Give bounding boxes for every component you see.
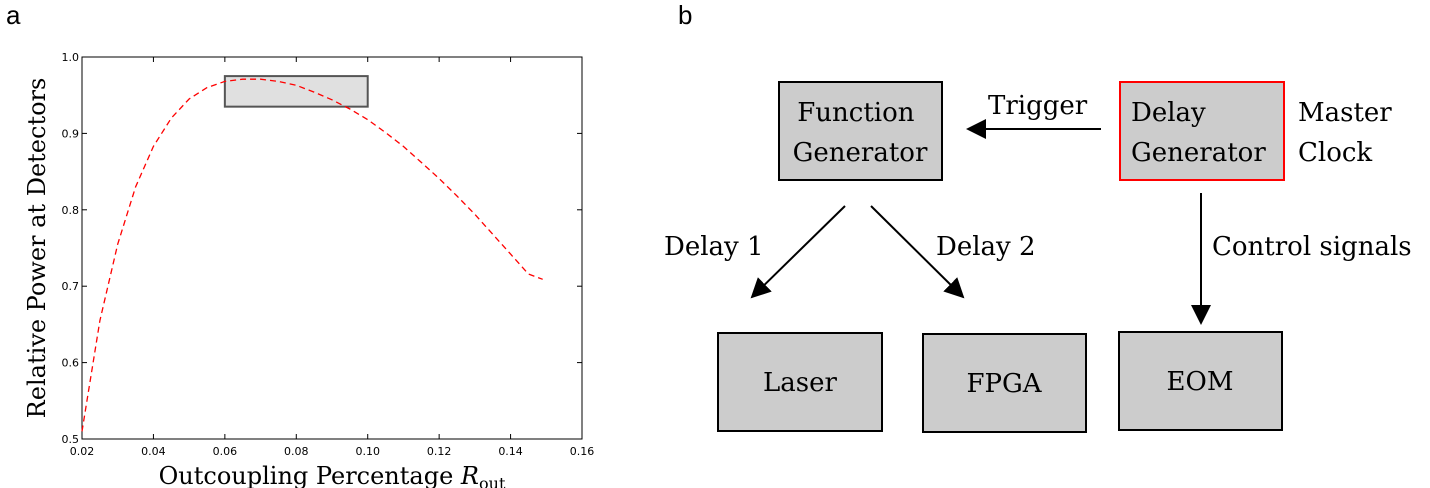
delay-generator-node: Delay Generator [1119, 81, 1285, 181]
y-tick-label: 0.6 [62, 357, 80, 370]
y-tick-label: 1.0 [62, 51, 80, 64]
x-tick-label: 0.04 [141, 445, 166, 458]
x-tick-label: 0.08 [284, 445, 309, 458]
delay2-label: Delay 2 [936, 232, 1036, 262]
timing-diagram: Function Generator Delay Generator Maste… [664, 81, 1412, 433]
x-tick-label: 0.12 [427, 445, 452, 458]
series-line [81, 78, 543, 432]
plot-area-frame [81, 56, 583, 440]
y-tick-label: 0.9 [62, 127, 80, 140]
function-generator-box [778, 81, 943, 181]
delay-generator-label-line1: Delay [1131, 98, 1206, 128]
eom-node: EOM [1118, 331, 1283, 431]
panel-letter-a: a [6, 0, 21, 30]
eom-box [1118, 331, 1283, 431]
x-tick-label: 0.16 [570, 445, 595, 458]
highlight-region [223, 75, 369, 108]
delay-generator-label-line2: Generator [1131, 138, 1266, 168]
x-axis-ticks: 0.02 0.04 0.06 0.08 0.10 0.12 0.14 0.16 [70, 57, 595, 458]
laser-label: Laser [763, 368, 837, 398]
master-clock-label: Master Clock [1298, 98, 1400, 168]
laser-box [717, 332, 883, 432]
x-axis-label-gap [453, 462, 461, 488]
delay1-label: Delay 1 [664, 232, 764, 262]
function-generator-label: Function Generator [793, 98, 928, 168]
master-clock-line1: Master [1298, 98, 1392, 128]
x-axis-label-text: Outcoupling Percentage [159, 462, 454, 488]
function-generator-node: Function Generator [778, 81, 943, 181]
x-tick-label: 0.14 [498, 445, 523, 458]
delay2-arrow [870, 205, 965, 299]
series-group [81, 78, 543, 432]
delay1-arrow [750, 205, 846, 299]
fpga-box [922, 333, 1087, 433]
x-tick-label: 0.10 [355, 445, 380, 458]
panel-letter-b: b [678, 0, 692, 30]
x-tick-label: 0.06 [213, 445, 238, 458]
outcoupling-chart: 0.50.60.70.80.91.0 0.02 0.04 0.06 0.08 0.10 0… [23, 51, 594, 488]
delay-generator-box [1119, 81, 1285, 181]
x-axis-label-var: R [460, 462, 479, 488]
x-tick-label: 0.02 [70, 445, 95, 458]
fpga-label: FPGA [966, 369, 1042, 399]
x-axis-label: Outcoupling Percentage Rout [159, 462, 506, 488]
fpga-node: FPGA [922, 333, 1087, 433]
function-generator-label-line1: Function [797, 98, 915, 128]
y-axis-ticks: 0.5 0.6 0.7 0.8 0.9 1.0 [62, 51, 582, 446]
delay-generator-label: Delay Generator [1131, 98, 1266, 168]
y-tick-label: 0.8 [62, 204, 80, 217]
eom-label: EOM [1167, 367, 1234, 397]
y-tick-label: 0.5 [62, 433, 80, 446]
y-axis-label: Relative Power at Detectors [23, 78, 51, 419]
function-generator-label-line2: Generator [793, 138, 928, 168]
trigger-label: Trigger [988, 91, 1088, 121]
y-tick-label: 0.7 [62, 280, 80, 293]
x-axis-label-sub: out [479, 474, 506, 488]
control-signals-label: Control signals [1212, 232, 1412, 262]
master-clock-line2: Clock [1298, 138, 1372, 168]
laser-node: Laser [717, 332, 883, 432]
highlight-region-group [223, 75, 369, 108]
